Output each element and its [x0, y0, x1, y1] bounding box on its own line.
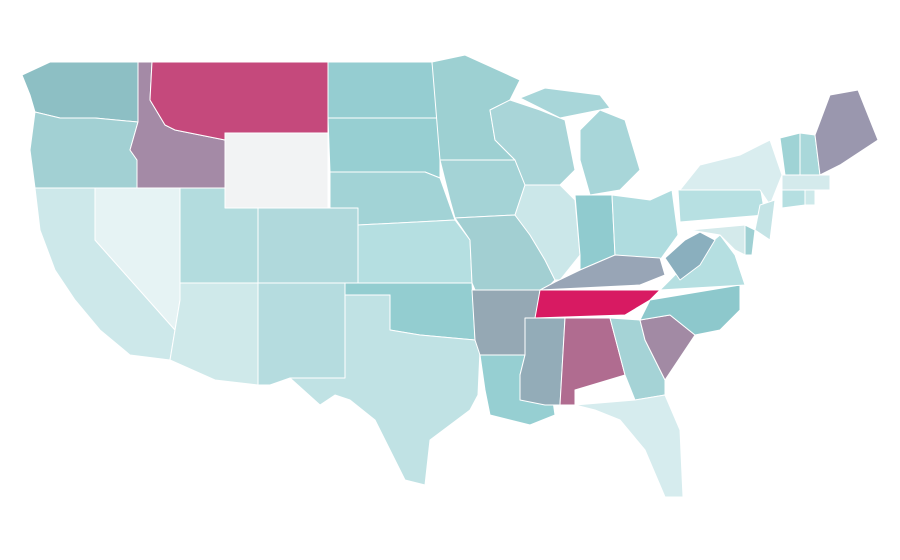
state-region [327, 117, 441, 179]
state-region [574, 394, 684, 498]
state-region [611, 189, 679, 261]
state-region [257, 207, 359, 284]
state-region [677, 184, 766, 223]
state-region [289, 294, 481, 486]
state-region [327, 61, 441, 119]
state-region [664, 231, 716, 281]
state-region [519, 317, 566, 406]
state-region [357, 219, 473, 284]
state-region [639, 284, 741, 336]
state-region [781, 174, 831, 191]
state-region [149, 61, 329, 141]
state-region [257, 282, 346, 386]
state-region [539, 254, 666, 291]
state-region [534, 289, 661, 319]
state-region [781, 189, 806, 209]
state-region [439, 159, 526, 219]
state-region [754, 199, 776, 241]
state-region [514, 184, 581, 281]
state-region [679, 139, 783, 206]
state-region [519, 87, 611, 119]
state-region [804, 189, 816, 206]
state-region [29, 111, 139, 189]
state-region [689, 224, 746, 256]
state-region [579, 109, 641, 196]
state-region [224, 132, 329, 209]
